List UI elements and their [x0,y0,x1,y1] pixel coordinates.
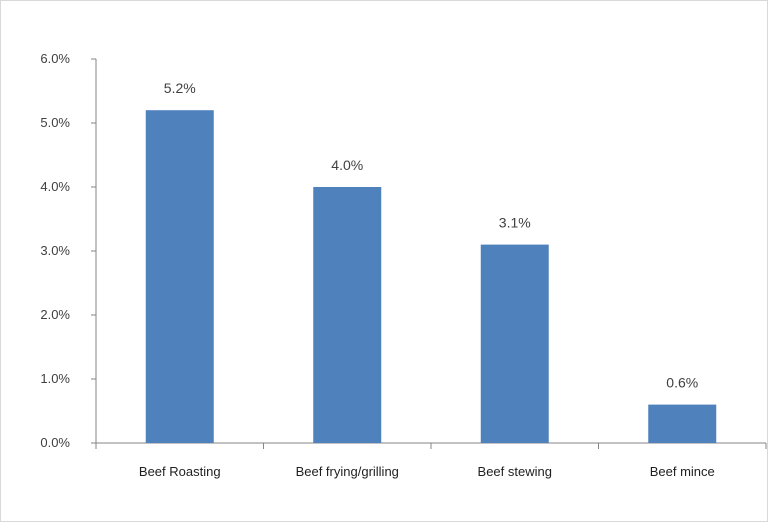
y-tick-label: 5.0% [40,115,70,130]
chart-labels: 0.0% 1.0% 2.0% 3.0% 4.0% 5.0% 6.0% 5.2% Beef Roa… [40,51,714,479]
data-label: 0.6% [666,375,698,391]
y-tick-label: 0.0% [40,435,70,450]
category-label: Beef stewing [478,464,552,479]
bar [313,187,382,443]
category-label: Beef frying/grilling [296,464,399,479]
bar [480,244,549,443]
category-label: Beef Roasting [139,464,221,479]
data-label: 3.1% [499,215,531,231]
y-tick-label: 1.0% [40,371,70,386]
y-tick-label: 4.0% [40,179,70,194]
chart-bars [145,110,717,443]
y-tick-label: 3.0% [40,243,70,258]
y-tick-label: 6.0% [40,51,70,66]
data-label: 5.2% [164,80,196,96]
bar [648,404,717,443]
bar [145,110,214,443]
data-label: 4.0% [331,157,363,173]
category-label: Beef mince [650,464,715,479]
y-tick-label: 2.0% [40,307,70,322]
